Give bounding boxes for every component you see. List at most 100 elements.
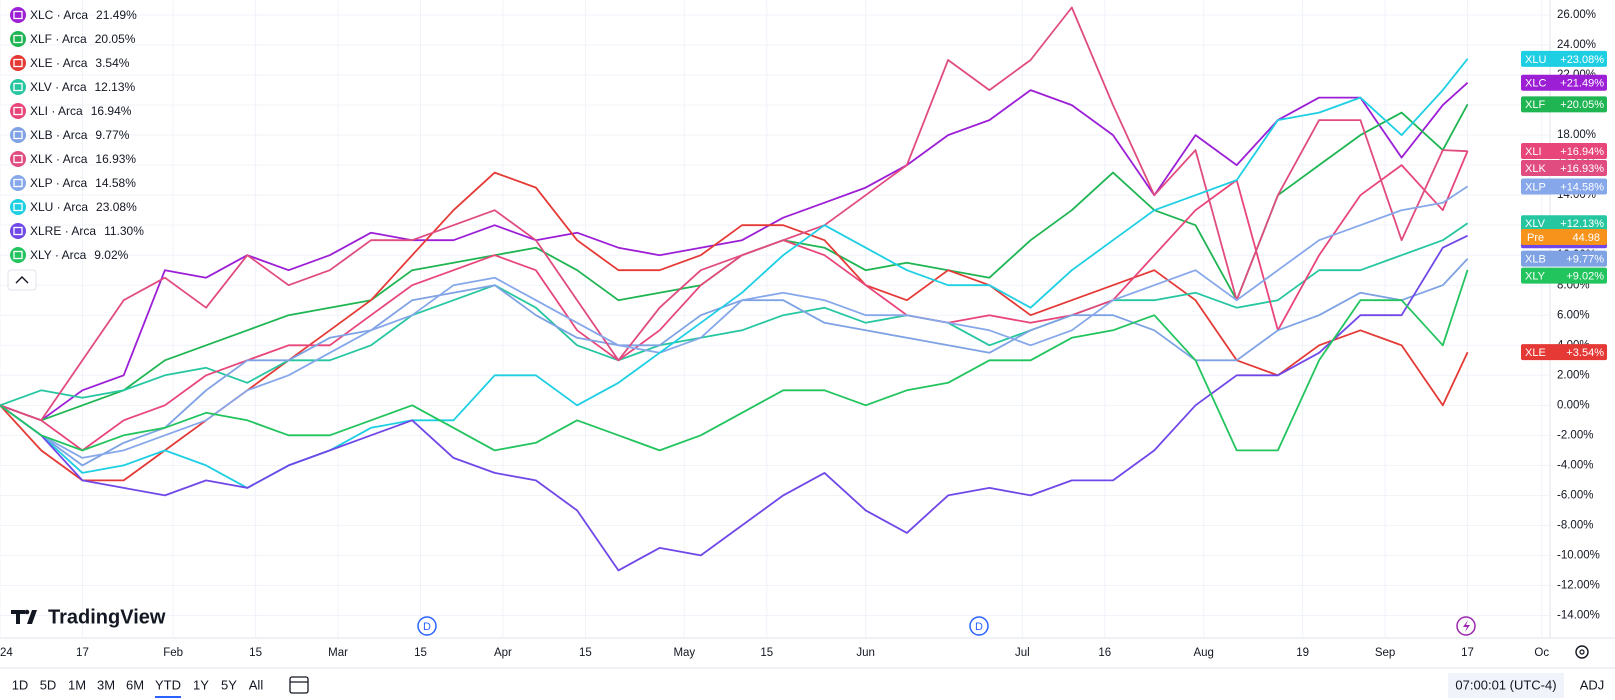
logo-dot (24, 609, 30, 615)
tag-symbol: XLC (1525, 78, 1546, 90)
pre-tag: Pre 44.98 (1521, 229, 1607, 245)
exchange: Arca (58, 104, 83, 118)
tag-box (1521, 215, 1607, 232)
tag-symbol: XLI (1525, 146, 1542, 158)
legend: XLC · Arca 21.49% XLF · Arca 20.05% XLE · Ar… (10, 7, 144, 263)
legend-icon (10, 199, 26, 215)
plot (0, 6, 1469, 572)
range-button[interactable]: 3M (97, 677, 115, 692)
legend-icon (10, 247, 26, 263)
adjust-button[interactable]: ADJ (1580, 677, 1605, 692)
tag-value: +21.49% (1560, 78, 1604, 90)
tag-box (1521, 74, 1607, 91)
range-button[interactable]: 1D (12, 677, 29, 692)
y-tick-label: -4.00% (1557, 459, 1593, 471)
settings-button[interactable] (1575, 645, 1589, 659)
series-line (0, 269, 1469, 452)
exchange: Arca (62, 248, 87, 262)
exchange: Arca (62, 32, 87, 46)
separator: · (53, 56, 63, 70)
tag-box (1521, 96, 1607, 113)
x-tick-label: Oc (1534, 647, 1549, 659)
tag-value: +9.77% (1566, 254, 1604, 266)
x-tick-label: Jun (856, 647, 875, 659)
tag-symbol: XLP (1525, 181, 1546, 193)
price-tag: XLP +14.58% (1521, 178, 1607, 195)
legend-icon-glyph (13, 130, 23, 140)
range-button[interactable]: 6M (126, 677, 144, 692)
event-marker[interactable]: D (417, 616, 437, 636)
range-button[interactable]: 5D (40, 677, 57, 692)
x-tick-label: Feb (163, 647, 183, 659)
legend-item[interactable]: XLK · Arca 16.93% (10, 151, 136, 167)
x-tick-label: 24 (0, 647, 13, 659)
exchange: Arca (62, 176, 87, 190)
legend-icon-glyph (13, 250, 23, 260)
symbol: XLP (30, 176, 53, 190)
x-tick-label: Apr (494, 647, 512, 659)
separator: · (52, 80, 62, 94)
legend-item[interactable]: XLRE · Arca 11.30% (10, 223, 144, 239)
legend-label: XLY · Arca (30, 248, 87, 262)
marker-circle (969, 616, 989, 636)
tag-value: +3.54% (1566, 347, 1604, 359)
legend-icon (10, 7, 26, 23)
tag-label: Pre (1527, 232, 1544, 244)
x-tick-label: May (673, 647, 695, 659)
legend-item[interactable]: XLU · Arca 23.08% (10, 199, 137, 215)
exchange: Arca (63, 200, 88, 214)
legend-item[interactable]: XLP · Arca 14.58% (10, 175, 136, 191)
legend-item[interactable]: XLI · Arca 16.94% (10, 103, 132, 119)
legend-change: 11.30% (104, 224, 144, 238)
x-tick-label: 17 (1461, 647, 1474, 659)
y-tick-label: 0.00% (1557, 399, 1590, 411)
legend-change: 21.49% (96, 8, 137, 22)
range-button[interactable]: 1Y (193, 677, 209, 692)
earnings-marker[interactable] (1456, 616, 1476, 636)
series-line (0, 234, 1468, 572)
separator: · (53, 200, 63, 214)
legend-change: 3.54% (95, 56, 129, 70)
tag-symbol: XLF (1525, 99, 1545, 111)
x-tick-label: 15 (414, 647, 427, 659)
price-tag: XLB +9.77% (1521, 250, 1607, 267)
tag-box (1521, 229, 1607, 245)
legend-item[interactable]: XLV · Arca 12.13% (10, 79, 136, 95)
legend-item[interactable]: XLF · Arca 20.05% (10, 31, 136, 47)
calendar-icon (289, 676, 309, 694)
date-range-button[interactable] (289, 676, 309, 694)
legend-label: XLP · Arca (30, 176, 87, 190)
x-tick-label: 15 (760, 647, 773, 659)
range-button[interactable]: YTD (155, 677, 181, 692)
price-tag: XLF +20.05% (1521, 96, 1607, 113)
event-marker[interactable]: D (969, 616, 989, 636)
legend-change: 16.94% (91, 104, 132, 118)
range-button[interactable]: All (249, 677, 264, 692)
collapse-button[interactable] (7, 269, 37, 291)
legend-change: 9.77% (95, 128, 129, 142)
legend-label: XLV · Arca (30, 80, 87, 94)
y-tick-label: 18.00% (1557, 129, 1596, 141)
legend-item[interactable]: XLY · Arca 9.02% (10, 247, 129, 263)
legend-item[interactable]: XLE · Arca 3.54% (10, 55, 130, 71)
symbol: XLB (30, 128, 53, 142)
symbol: XLU (30, 200, 53, 214)
price-tag: XLE +3.54% (1521, 344, 1607, 361)
legend-change: 14.58% (95, 176, 136, 190)
range-button[interactable]: 5Y (221, 677, 237, 692)
marker-circle (417, 616, 437, 636)
symbol: XLV (30, 80, 52, 94)
legend-item[interactable]: XLC · Arca 21.49% (10, 7, 137, 23)
collapse-icon (15, 276, 29, 284)
logo-mark (11, 610, 37, 624)
legend-item[interactable]: XLB · Arca 9.77% (10, 127, 130, 143)
tag-value: +20.05% (1560, 99, 1604, 111)
x-tick-label: Jul (1015, 647, 1030, 659)
range-button[interactable]: 1M (68, 677, 86, 692)
legend-icon-glyph (13, 154, 23, 164)
legend-label: XLF · Arca (30, 32, 87, 46)
symbol: XLK (30, 152, 53, 166)
x-tick-label: Sep (1375, 647, 1395, 659)
grid (0, 0, 1550, 638)
